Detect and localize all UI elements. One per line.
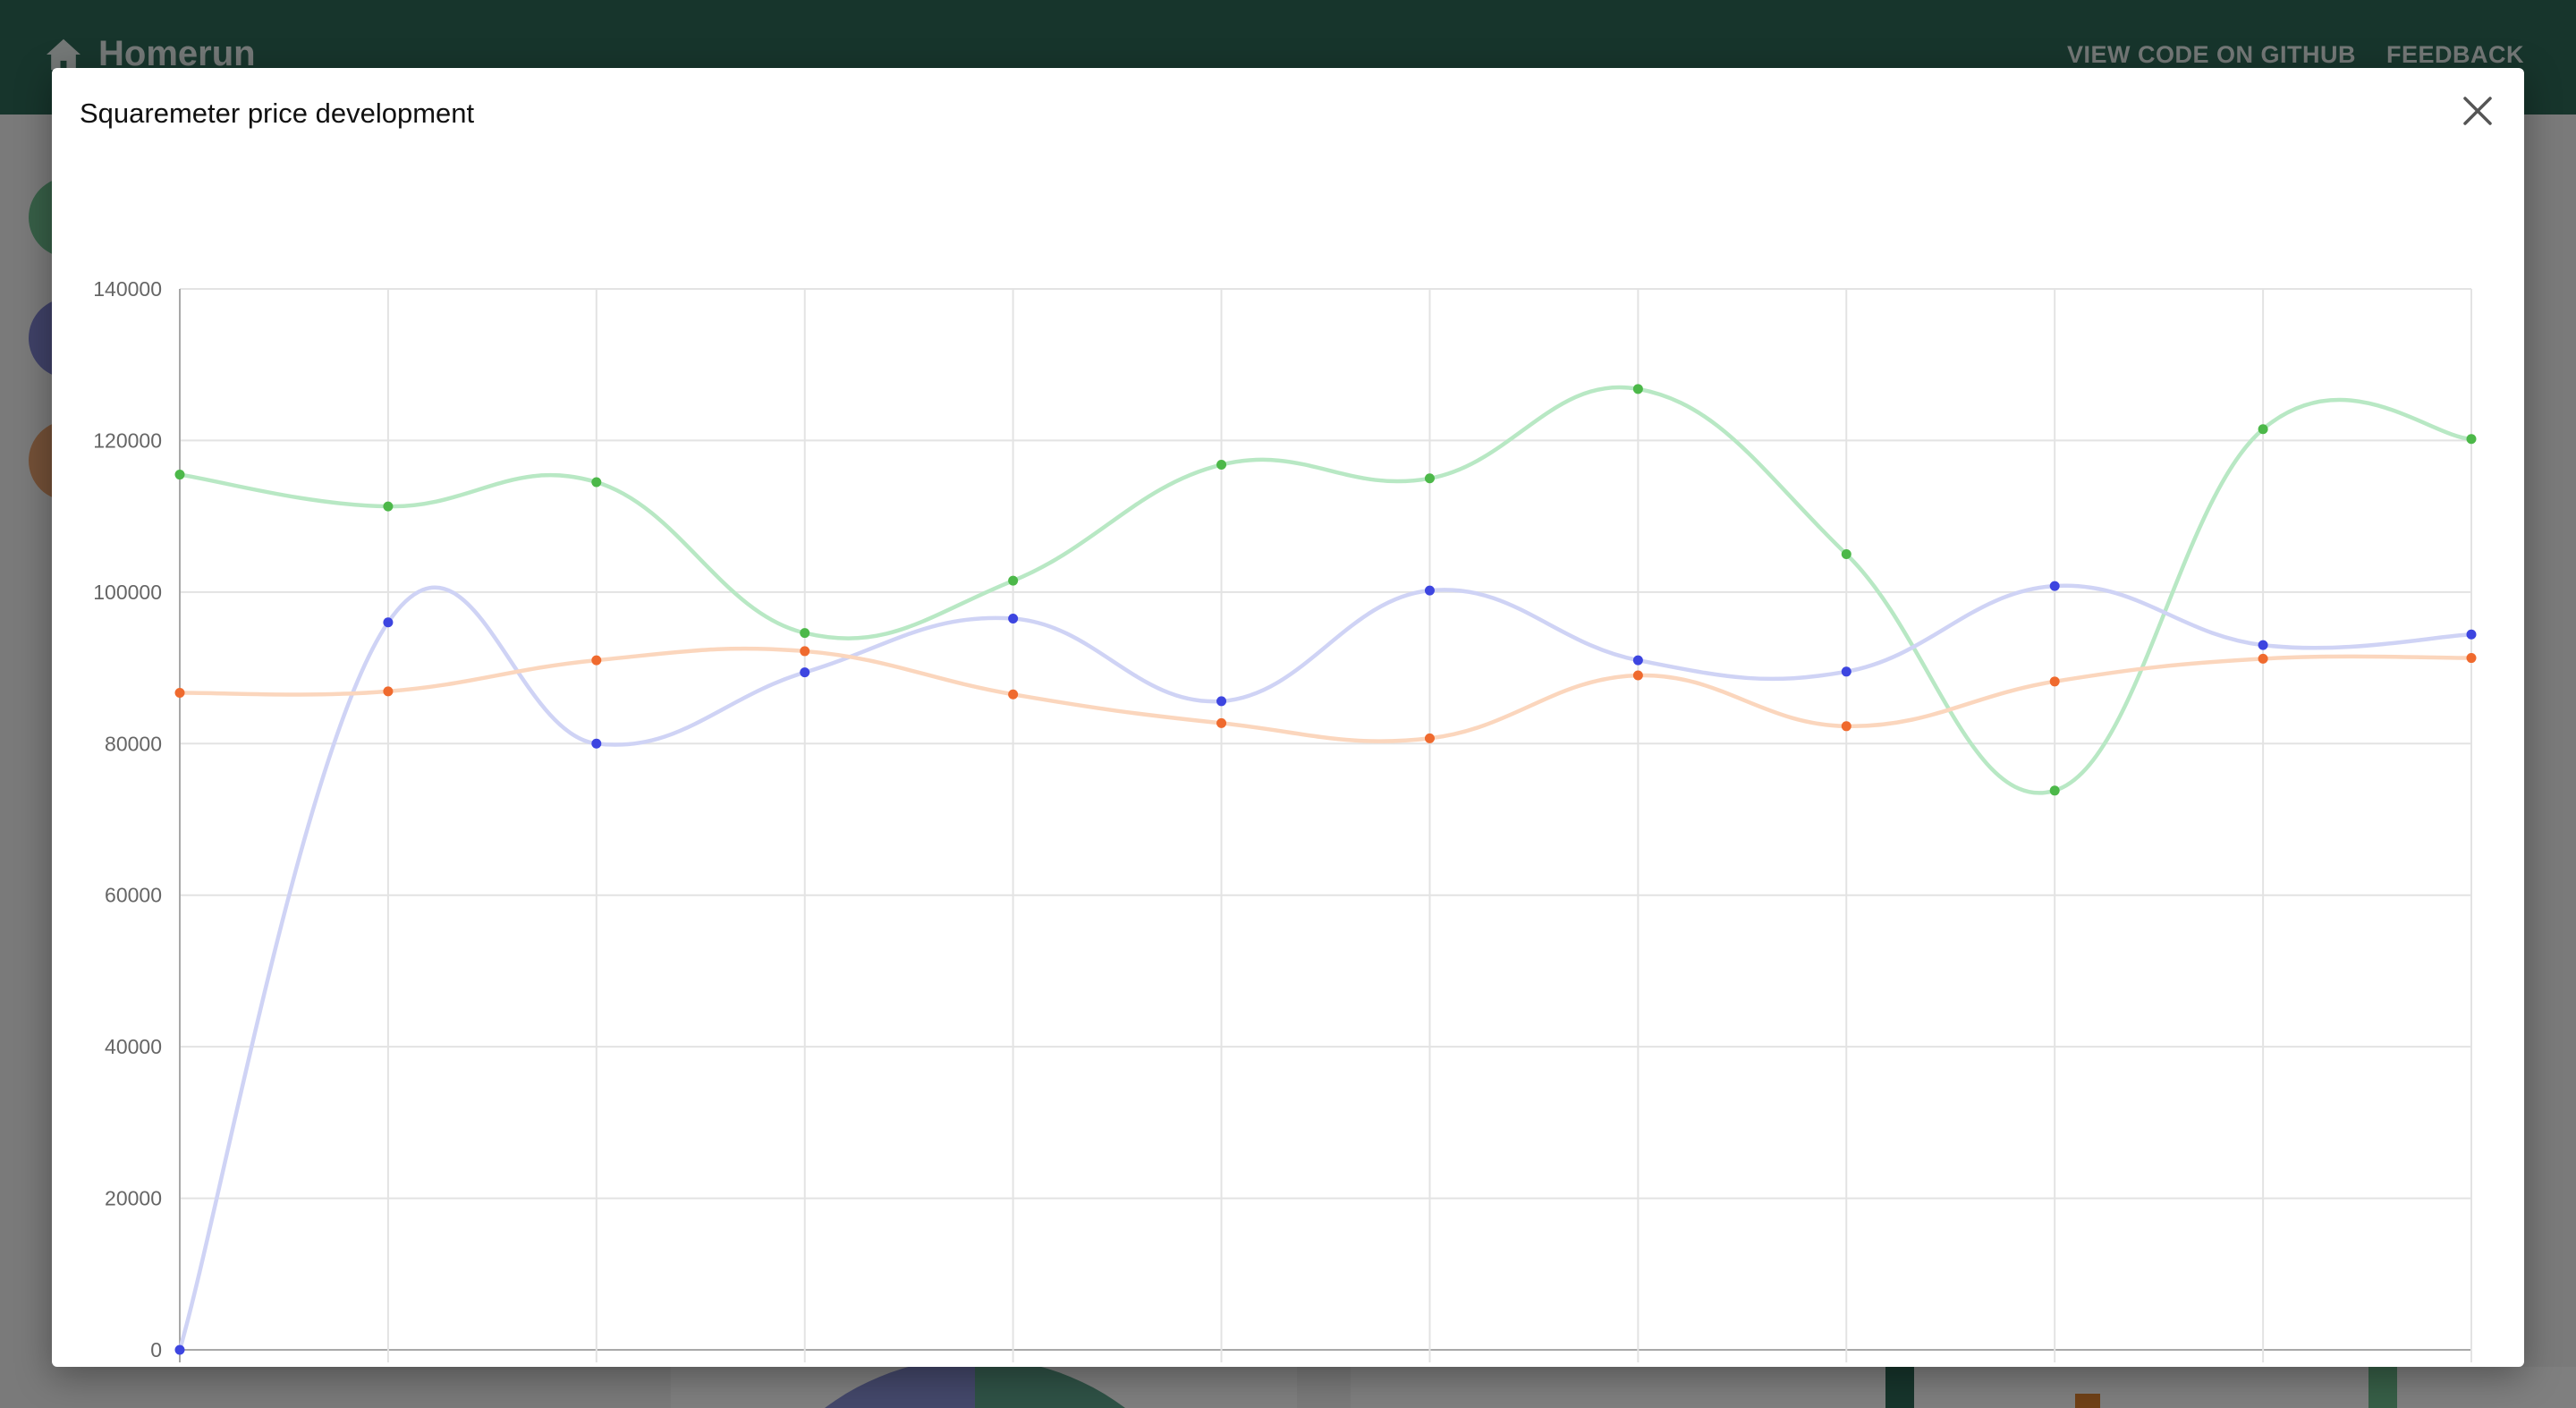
data-point-blue (800, 667, 810, 678)
y-tick-label: 0 (150, 1338, 162, 1361)
modal-title: Squaremeter price development (80, 98, 475, 129)
data-point-green (2049, 785, 2060, 796)
data-point-orange (1632, 670, 1643, 681)
series-line-green (179, 385, 2472, 795)
data-point-orange (2466, 653, 2477, 664)
y-tick-label: 20000 (105, 1187, 162, 1210)
y-tick-label: 80000 (105, 732, 162, 755)
data-point-blue (1008, 614, 1019, 624)
data-point-orange (1216, 717, 1227, 728)
data-point-green (591, 477, 602, 488)
y-tick-label: 60000 (105, 884, 162, 907)
data-point-orange (1008, 689, 1019, 700)
data-point-orange (2049, 676, 2060, 687)
data-point-orange (1424, 733, 1435, 743)
data-point-blue (174, 1344, 185, 1355)
data-point-green (383, 501, 394, 512)
data-point-green (1424, 473, 1435, 484)
data-point-green (2466, 434, 2477, 445)
data-point-green (1216, 460, 1227, 471)
y-tick-label: 100000 (93, 581, 162, 604)
data-point-green (800, 628, 810, 639)
data-point-blue (2466, 629, 2477, 640)
price-development-modal: Squaremeter price development 0 20000 4000… (52, 68, 2524, 1394)
line-chart: 020000400006000080000100000120000140000J… (52, 175, 2524, 1394)
y-tick-label: 120000 (93, 428, 162, 452)
data-point-orange (800, 646, 810, 657)
data-point-blue (1216, 696, 1227, 707)
data-point-green (1008, 575, 1019, 586)
data-point-green (174, 470, 185, 480)
y-tick-label: 40000 (105, 1035, 162, 1058)
data-point-orange (383, 686, 394, 697)
data-point-blue (1424, 585, 1435, 596)
data-point-orange (2258, 653, 2268, 664)
data-point-blue (1841, 666, 1852, 677)
data-point-orange (1841, 721, 1852, 732)
data-point-blue (591, 738, 602, 749)
y-tick-label: 140000 (93, 277, 162, 301)
close-icon (2463, 97, 2492, 125)
data-point-orange (591, 655, 602, 666)
data-point-blue (2258, 640, 2268, 650)
data-point-green (1632, 384, 1643, 394)
chart-svg: 020000400006000080000100000120000140000J… (93, 277, 2489, 1394)
series-line-orange (179, 646, 2472, 743)
data-point-blue (1632, 655, 1643, 666)
data-point-blue (2049, 581, 2060, 591)
data-point-green (2258, 424, 2268, 435)
close-button[interactable] (2458, 91, 2497, 131)
data-point-green (1841, 549, 1852, 559)
data-point-orange (174, 688, 185, 699)
data-point-blue (383, 617, 394, 628)
